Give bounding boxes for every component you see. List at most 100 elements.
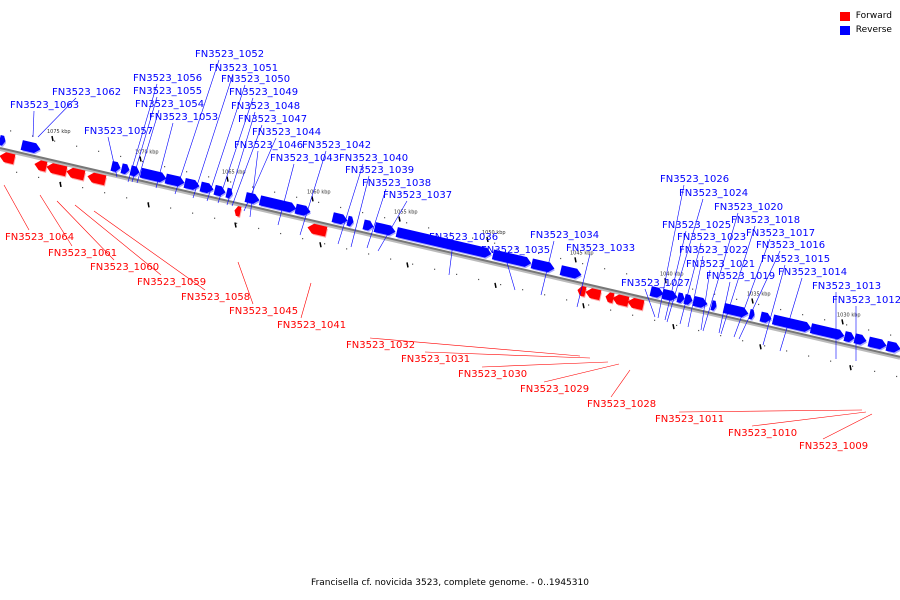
reverse-gene bbox=[676, 292, 686, 305]
reverse-leader bbox=[779, 277, 803, 352]
reverse-label-FN3523_1022: FN3523_1022 bbox=[679, 245, 748, 256]
gene-arrow bbox=[373, 222, 396, 236]
reverse-gene bbox=[294, 203, 311, 217]
gene-arrow bbox=[676, 292, 685, 303]
minor-tick-upper bbox=[758, 303, 760, 306]
reverse-gene bbox=[867, 336, 887, 351]
reverse-label-FN3523_1015: FN3523_1015 bbox=[761, 254, 830, 265]
gene-arrow bbox=[771, 314, 812, 332]
reverse-leader bbox=[366, 188, 387, 249]
minor-tick-upper bbox=[54, 140, 56, 142]
reverse-label-FN3523_1056: FN3523_1056 bbox=[133, 73, 202, 84]
reverse-label-FN3523_1042: FN3523_1042 bbox=[302, 140, 371, 151]
minor-tick-lower bbox=[126, 197, 128, 199]
minor-tick-upper bbox=[560, 257, 562, 260]
forward-gene bbox=[585, 288, 602, 302]
reverse-label-FN3523_1052: FN3523_1052 bbox=[195, 49, 264, 60]
gene-arrow bbox=[110, 161, 121, 172]
reverse-leader bbox=[377, 200, 408, 252]
minor-tick-lower bbox=[588, 304, 590, 306]
tick-label: 1045 kbp bbox=[570, 250, 594, 256]
reverse-label-FN3523_1050: FN3523_1050 bbox=[221, 74, 290, 85]
minor-tick-upper bbox=[384, 217, 386, 219]
reverse-label-FN3523_1051: FN3523_1051 bbox=[209, 63, 278, 74]
major-tick-upper bbox=[574, 257, 577, 263]
legend-item-forward: Forward bbox=[839, 9, 892, 23]
minor-tick-lower bbox=[324, 243, 326, 245]
reverse-gene bbox=[771, 314, 812, 334]
minor-tick-upper bbox=[406, 222, 408, 224]
minor-tick-upper bbox=[296, 196, 298, 198]
reverse-label-FN3523_1017: FN3523_1017 bbox=[746, 228, 815, 239]
reverse-leader bbox=[687, 255, 704, 328]
reverse-leader bbox=[540, 240, 555, 296]
minor-tick-upper bbox=[494, 242, 496, 244]
minor-tick-lower bbox=[478, 278, 480, 281]
minor-tick-lower bbox=[456, 273, 458, 275]
gene-arrow bbox=[331, 212, 348, 225]
reverse-label-FN3523_1044: FN3523_1044 bbox=[252, 127, 321, 138]
forward-label-FN3523_1032: FN3523_1032 bbox=[346, 340, 415, 351]
minor-tick-upper bbox=[340, 206, 342, 209]
reverse-leader bbox=[226, 111, 256, 206]
gene-arrow bbox=[120, 163, 130, 175]
forward-leader bbox=[74, 204, 162, 276]
major-tick-upper bbox=[51, 135, 54, 142]
reverse-label-FN3523_1014: FN3523_1014 bbox=[778, 267, 847, 278]
minor-tick-upper bbox=[604, 268, 606, 270]
reverse-label-FN3523_1020: FN3523_1020 bbox=[714, 202, 783, 213]
backbone-shadow bbox=[0, 148, 900, 360]
major-tick-upper bbox=[398, 216, 401, 222]
minor-tick-upper bbox=[252, 186, 254, 188]
forward-gene bbox=[307, 223, 328, 238]
minor-tick-lower bbox=[544, 294, 546, 296]
forward-leader bbox=[300, 282, 312, 319]
reverse-gene bbox=[710, 300, 718, 312]
reverse-leader bbox=[700, 269, 711, 331]
forward-label-FN3523_1060: FN3523_1060 bbox=[90, 262, 159, 273]
forward-gene bbox=[66, 167, 86, 182]
forward-label-FN3523_1041: FN3523_1041 bbox=[277, 320, 346, 331]
major-tick-upper bbox=[486, 236, 489, 243]
tick-label: 1070 kbp bbox=[135, 149, 159, 155]
major-tick-upper bbox=[841, 319, 844, 325]
minor-tick-lower bbox=[258, 227, 260, 230]
minor-tick-upper bbox=[538, 252, 540, 255]
gene-arrow bbox=[809, 323, 845, 340]
minor-tick-lower bbox=[346, 248, 348, 250]
gene-arrow bbox=[164, 173, 185, 187]
gene-arrow bbox=[577, 285, 587, 297]
reverse-gene bbox=[120, 163, 131, 176]
tick-label: 1040 kbp bbox=[660, 271, 684, 277]
reverse-label-FN3523_1036: FN3523_1036 bbox=[429, 232, 498, 243]
minor-tick-upper bbox=[648, 278, 650, 280]
gene-labels: FN3523_1063 FN3523_1062 FN3523_1057 FN3523_… bbox=[5, 49, 900, 452]
gene-arrow bbox=[530, 258, 555, 273]
gene-arrow bbox=[66, 167, 86, 181]
reverse-leader bbox=[702, 212, 739, 332]
minor-tick-upper bbox=[10, 130, 12, 132]
gene-track bbox=[0, 135, 900, 354]
gene-arrow bbox=[213, 184, 226, 197]
major-tick-upper bbox=[751, 298, 754, 304]
forward-label-FN3523_1045: FN3523_1045 bbox=[229, 306, 298, 317]
major-tick-lower bbox=[319, 242, 322, 248]
reverse-label-FN3523_1062: FN3523_1062 bbox=[52, 87, 121, 98]
minor-tick-upper bbox=[230, 181, 232, 183]
reverse-leader bbox=[664, 230, 687, 321]
reverse-label-FN3523_1023: FN3523_1023 bbox=[677, 232, 746, 243]
forward-gene bbox=[605, 292, 616, 305]
minor-tick-lower bbox=[302, 238, 304, 240]
gene-arrow bbox=[183, 177, 200, 190]
reverse-leader bbox=[679, 242, 702, 325]
minor-tick-lower bbox=[214, 217, 216, 219]
forward-label-FN3523_1059: FN3523_1059 bbox=[137, 277, 206, 288]
minor-tick-lower bbox=[390, 258, 392, 260]
major-tick-lower bbox=[59, 181, 62, 188]
reverse-gene bbox=[748, 309, 756, 321]
minor-tick-upper bbox=[98, 150, 100, 152]
reverse-label-FN3523_1037: FN3523_1037 bbox=[383, 190, 452, 201]
reverse-leader bbox=[174, 59, 220, 195]
forward-leader bbox=[56, 200, 115, 261]
gene-arrow bbox=[649, 286, 664, 298]
